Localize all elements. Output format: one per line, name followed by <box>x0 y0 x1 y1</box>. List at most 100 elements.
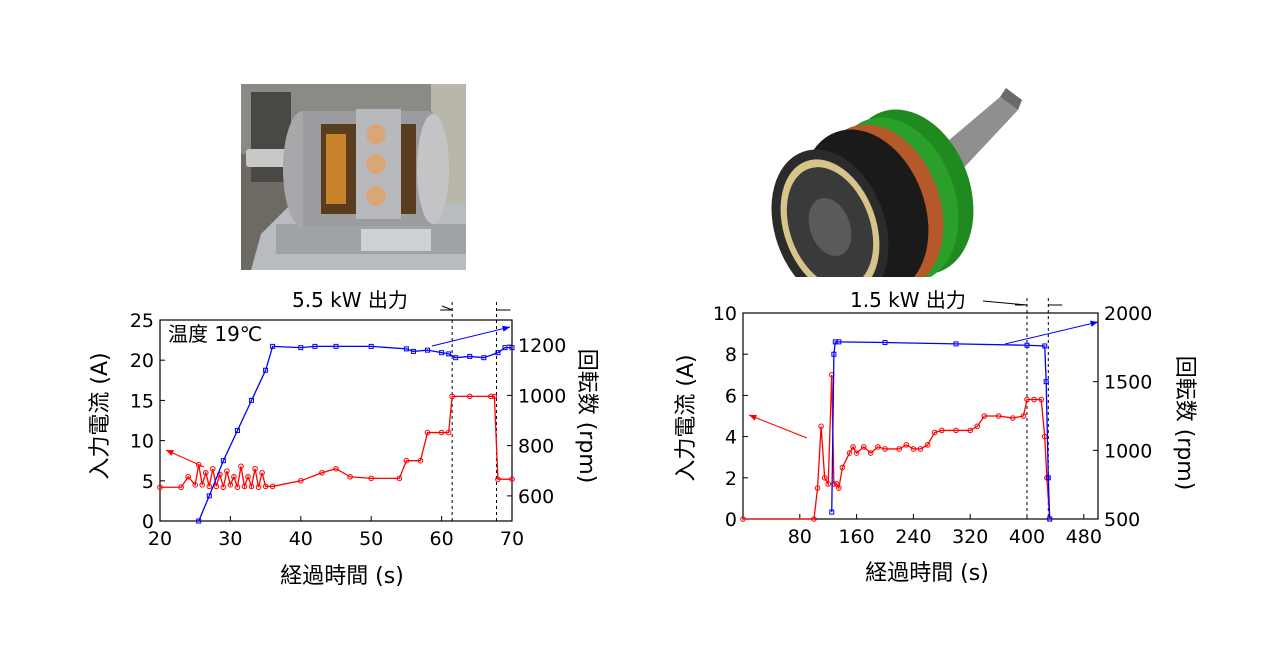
data-point <box>333 465 339 472</box>
data-point <box>1045 475 1051 481</box>
data-point <box>850 444 856 450</box>
series-line-right <box>198 345 512 522</box>
data-point <box>199 482 206 488</box>
data-point <box>206 483 213 490</box>
data-point <box>836 485 842 491</box>
data-point <box>509 476 515 482</box>
data-point <box>967 427 974 434</box>
y-tick-label-left: 2 <box>725 468 737 490</box>
y-tick-label-right: 600 <box>518 486 554 508</box>
data-point <box>213 483 220 490</box>
y-tick-label-left: 0 <box>142 511 154 533</box>
data-point <box>403 346 409 352</box>
data-point <box>1047 516 1053 522</box>
data-point <box>206 493 212 499</box>
y-tick-label-left: 8 <box>725 344 737 366</box>
data-point <box>502 345 508 351</box>
data-point <box>509 345 515 351</box>
data-point <box>917 446 924 452</box>
data-point <box>882 340 888 346</box>
data-point <box>833 481 840 487</box>
data-point <box>495 350 501 356</box>
data-point <box>396 475 403 482</box>
data-point <box>868 450 874 456</box>
x-axis-label: 経過時間 (s) <box>865 561 989 586</box>
data-point <box>270 343 276 349</box>
x-tick-label: 160 <box>838 526 874 548</box>
data-point <box>220 484 227 491</box>
series-line-left <box>743 374 1051 520</box>
data-point <box>981 413 988 419</box>
data-point <box>829 509 835 515</box>
plot-area: 80 160 240 320 400 480 0 2 4 6 8 10 500 1000 1500 2000 <box>713 303 1153 548</box>
data-point <box>491 393 498 400</box>
data-point <box>245 473 251 480</box>
data-point <box>481 355 487 361</box>
data-point <box>836 339 842 345</box>
y-tick-label-left: 5 <box>142 471 154 493</box>
data-point <box>1038 396 1045 403</box>
data-point <box>875 444 881 450</box>
data-point <box>896 446 902 452</box>
data-point <box>846 450 853 456</box>
data-point <box>449 393 455 400</box>
data-point <box>192 482 198 488</box>
rotor-cad-render <box>770 82 1030 305</box>
data-point <box>939 427 945 434</box>
x-tick-label: 50 <box>359 528 383 550</box>
plot-area: 20 30 40 50 60 70 0 5 10 15 20 25 600 800 1000 1200 <box>130 310 567 550</box>
data-point <box>831 351 837 357</box>
data-point <box>227 482 234 488</box>
data-point <box>953 427 959 434</box>
y-axis-label-left: 入力電流 (A) <box>674 354 699 481</box>
data-point <box>825 481 831 487</box>
data-point <box>445 429 452 436</box>
data-point <box>853 450 860 456</box>
data-point <box>238 463 244 470</box>
data-point <box>821 475 828 481</box>
data-point <box>439 350 445 356</box>
data-point <box>403 457 410 464</box>
data-point <box>1020 413 1027 419</box>
axis-indicator-arrowhead <box>166 450 174 456</box>
y-tick-label-left: 20 <box>130 350 154 372</box>
x-tick-label: 20 <box>148 528 172 550</box>
data-point <box>234 428 240 434</box>
inset-text: 温度 19℃ <box>168 322 262 346</box>
x-tick-label: 60 <box>430 528 454 550</box>
data-point <box>860 444 867 450</box>
data-point <box>811 516 817 522</box>
data-point <box>931 429 938 436</box>
x-tick-label: 400 <box>1009 526 1045 548</box>
data-point <box>1043 379 1049 385</box>
data-point <box>157 484 163 491</box>
data-point <box>467 353 473 359</box>
plot-frame <box>159 319 513 522</box>
axis-indicator-arrow <box>748 414 808 439</box>
data-point <box>210 465 216 472</box>
data-point <box>910 446 917 452</box>
data-point <box>1031 396 1037 403</box>
data-point <box>196 518 202 524</box>
data-point <box>814 485 821 491</box>
data-point <box>319 469 325 476</box>
y-tick-label-left: 0 <box>725 509 737 531</box>
data-point <box>1024 342 1030 348</box>
series-line-right <box>831 341 1051 520</box>
axis-indicator-arrowhead <box>1090 320 1098 327</box>
data-point <box>924 442 931 448</box>
y-axis-label-left: 入力電流 (A) <box>88 352 113 479</box>
x-axis-label: 経過時間 (s) <box>280 564 404 589</box>
data-point <box>417 457 424 464</box>
data-point <box>425 347 431 353</box>
data-point <box>255 484 262 491</box>
data-point <box>446 351 452 357</box>
data-point <box>466 393 473 400</box>
y-axis-label-right: 回転数 (rpm) <box>1172 356 1197 491</box>
data-point <box>202 469 209 476</box>
data-point <box>495 476 501 482</box>
x-tick-label: 240 <box>895 526 931 548</box>
x-tick-label: 70 <box>500 528 524 550</box>
data-point <box>974 423 981 430</box>
data-point <box>262 483 269 490</box>
